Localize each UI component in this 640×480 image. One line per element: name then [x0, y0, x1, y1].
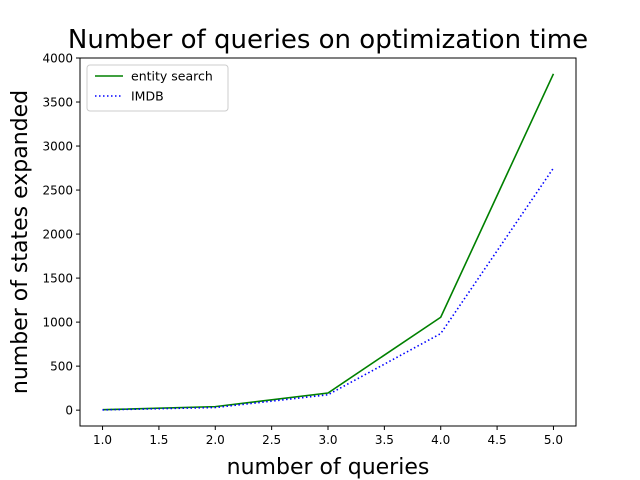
x-tick-label: 5.0	[544, 433, 563, 447]
series-line-1	[102, 73, 555, 411]
x-tick-label: 3.0	[318, 433, 337, 447]
legend-label: entity search	[131, 69, 213, 84]
plot-area: 1.0 1.5 2.0 2.5 3.0 3.5 4.0 4.5 5.0 0 500 1000 1500…	[42, 52, 577, 447]
x-tick-label: 1.0	[93, 433, 112, 447]
x-tick-label: 2.5	[262, 433, 281, 447]
y-tick-label: 3500	[42, 96, 73, 110]
x-tick-label: 4.5	[488, 433, 507, 447]
series-line-2	[102, 167, 555, 411]
x-axis-label: number of queries	[227, 455, 430, 480]
legend: entity search IMDB	[86, 64, 229, 112]
y-axis: 0 500 1000 1500 2000 2500 3000 3500 4000	[42, 52, 80, 418]
x-tick-label: 1.5	[149, 433, 168, 447]
y-tick-label: 2500	[42, 184, 73, 198]
x-tick-label: 3.5	[375, 433, 394, 447]
series-group	[102, 73, 555, 411]
y-tick-label: 2000	[42, 228, 73, 242]
y-tick-label: 0	[65, 404, 73, 418]
y-axis-label: number of states expanded	[8, 90, 33, 394]
x-tick-label: 4.0	[431, 433, 450, 447]
y-tick-label: 3000	[42, 140, 73, 154]
y-tick-label: 4000	[42, 52, 73, 66]
y-tick-label: 500	[50, 360, 73, 374]
chart-title: Number of queries on optimization time	[68, 25, 588, 55]
x-tick-label: 2.0	[206, 433, 225, 447]
y-tick-label: 1500	[42, 272, 73, 286]
x-axis: 1.0 1.5 2.0 2.5 3.0 3.5 4.0 4.5 5.0	[93, 426, 563, 447]
legend-label: IMDB	[131, 89, 164, 104]
y-tick-label: 1000	[42, 316, 73, 330]
